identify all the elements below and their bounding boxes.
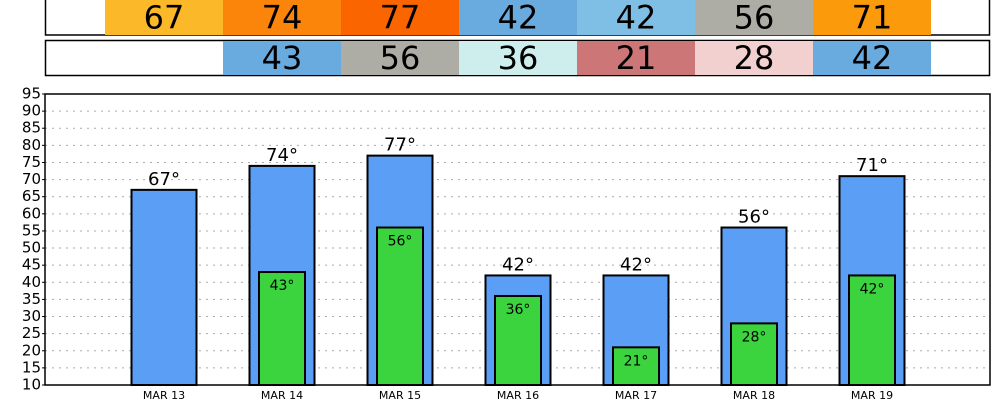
temp-cell-value: 28: [734, 39, 775, 77]
temp-cell: [105, 0, 223, 35]
low-label: 21°: [624, 353, 649, 369]
y-tick-label: 90: [22, 102, 41, 120]
y-tick-label: 30: [22, 307, 41, 325]
low-bar: [376, 226, 424, 386]
temp-cell-value: 36: [498, 39, 539, 77]
temp-cell: [695, 0, 813, 35]
x-tick-label: MAR 16: [497, 389, 539, 400]
low-bar: [848, 274, 896, 386]
high-label: 71°: [856, 155, 888, 176]
temp-cell-value: 56: [734, 0, 775, 37]
temp-cell-value: 42: [852, 39, 893, 77]
y-tick-label: 65: [22, 187, 41, 205]
y-tick-label: 80: [22, 136, 41, 154]
temp-cell: [577, 0, 695, 35]
temp-cell-value: 77: [380, 0, 421, 37]
low-bar: [258, 271, 306, 386]
low-bar: [612, 346, 660, 387]
temp-cell: [813, 41, 931, 75]
x-tick-label: MAR 17: [615, 389, 657, 400]
low-bar: [730, 322, 778, 386]
temp-cell: [341, 41, 459, 75]
y-tick-label: 10: [22, 376, 41, 394]
y-tick-label: 20: [22, 341, 41, 359]
low-label: 56°: [388, 234, 413, 250]
high-label: 42°: [502, 254, 534, 275]
high-label: 67°: [148, 169, 180, 190]
y-tick-label: 85: [22, 119, 41, 137]
temp-cell-value: 42: [616, 0, 657, 37]
y-tick-label: 70: [22, 170, 41, 188]
high-label: 42°: [620, 254, 652, 275]
temp-cell: [459, 41, 577, 75]
high-bar: [130, 188, 198, 386]
temp-cell-value: 67: [144, 0, 185, 37]
y-tick-label: 25: [22, 324, 41, 342]
y-tick-label: 75: [22, 153, 41, 171]
y-tick-label: 15: [22, 358, 41, 376]
temp-cell: [341, 0, 459, 35]
y-tick-label: 45: [22, 256, 41, 274]
temp-cell: [577, 41, 695, 75]
y-tick-label: 50: [22, 239, 41, 257]
x-tick-label: MAR 13: [143, 389, 185, 400]
y-tick-label: 55: [22, 221, 41, 239]
y-tick-label: 35: [22, 290, 41, 308]
high-label: 74°: [266, 145, 298, 166]
temp-cell: [813, 0, 931, 35]
temp-cell-value: 43: [262, 39, 303, 77]
x-tick-label: MAR 18: [733, 389, 775, 400]
temp-cell: [223, 0, 341, 35]
temp-cell-value: 56: [380, 39, 421, 77]
low-label: 28°: [742, 329, 767, 345]
high-label: 77°: [384, 135, 416, 156]
temp-cell-value: 71: [852, 0, 893, 37]
temp-cell: [695, 41, 813, 75]
y-tick-label: 95: [22, 85, 41, 103]
temp-cell: [223, 41, 341, 75]
x-tick-label: MAR 19: [851, 389, 893, 400]
low-label: 43°: [270, 278, 295, 294]
temp-cell-value: 74: [262, 0, 303, 37]
x-tick-label: MAR 14: [261, 389, 303, 400]
temp-cell-value: 21: [616, 39, 657, 77]
low-label: 36°: [506, 302, 531, 318]
high-label: 56°: [738, 207, 770, 228]
y-tick-label: 60: [22, 204, 41, 222]
y-tick-label: 40: [22, 273, 41, 291]
temp-cell: [459, 0, 577, 35]
low-label: 42°: [860, 281, 885, 297]
x-tick-label: MAR 15: [379, 389, 421, 400]
low-bar: [494, 294, 542, 386]
temp-cell-value: 42: [498, 0, 539, 37]
